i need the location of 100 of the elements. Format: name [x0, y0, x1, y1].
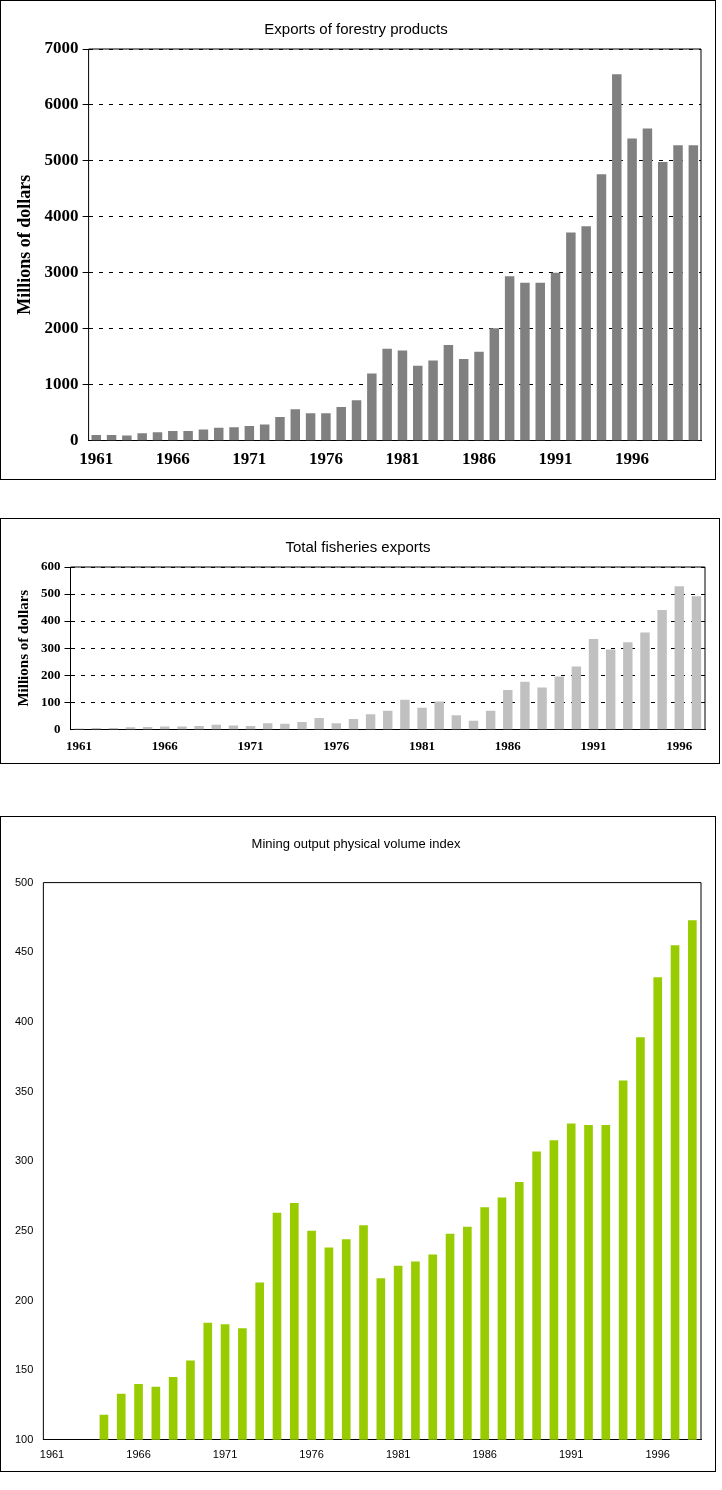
- bar: [627, 138, 637, 441]
- x-tick-label: 1961: [66, 737, 93, 753]
- x-tick-label: 1991: [538, 449, 573, 469]
- bar: [168, 431, 178, 441]
- bar: [520, 282, 530, 441]
- x-tick-label: 1991: [580, 737, 607, 753]
- bar: [554, 676, 564, 730]
- y-tick-label: 200: [41, 666, 61, 682]
- bar: [351, 400, 362, 441]
- bar: [367, 373, 377, 441]
- bar: [673, 145, 683, 441]
- bar: [348, 719, 359, 730]
- y-tick-label: 500: [14, 875, 34, 888]
- x-tick-label: 1976: [323, 737, 350, 753]
- x-tick-label: 1961: [39, 1448, 65, 1461]
- y-tick-label: 100: [41, 693, 61, 709]
- y-axis-title: Millions of dollars: [14, 174, 35, 315]
- bar: [305, 413, 316, 441]
- y-tick-label: 400: [14, 1014, 34, 1027]
- bar: [183, 431, 193, 441]
- bar: [137, 433, 147, 441]
- bar: [198, 429, 209, 441]
- bar: [443, 344, 454, 441]
- bar: [177, 726, 187, 730]
- bar: [674, 586, 684, 730]
- bar: [640, 632, 650, 730]
- x-tick-label: 1986: [472, 1448, 497, 1461]
- x-tick-label: 1986: [462, 449, 497, 469]
- bar: [520, 681, 530, 730]
- x-tick-label: 1971: [237, 737, 264, 753]
- bar: [413, 365, 423, 441]
- y-tick-label: 0: [70, 429, 79, 449]
- bar: [152, 432, 163, 441]
- bar: [397, 350, 408, 441]
- bar: [244, 426, 255, 441]
- x-tick-label: 1986: [494, 737, 522, 753]
- bar: [314, 718, 324, 730]
- x-tick-label: 1961: [79, 449, 114, 469]
- y-tick-label: 6000: [44, 94, 79, 114]
- bar: [550, 272, 561, 441]
- y-tick-label: 450: [14, 945, 34, 958]
- y-tick-label: 600: [41, 558, 61, 574]
- bar: [596, 174, 607, 441]
- x-tick-label: 1996: [666, 737, 693, 753]
- chart-title: Mining output physical volume index: [251, 836, 461, 852]
- bar: [688, 145, 699, 441]
- bar: [503, 689, 513, 730]
- bar: [657, 162, 668, 441]
- bar: [571, 666, 582, 730]
- bar: [504, 276, 515, 441]
- y-tick-label: 4000: [44, 206, 79, 226]
- x-tick-label: 1981: [385, 1448, 411, 1461]
- bar: [612, 74, 622, 441]
- x-tick-label: 1971: [212, 1448, 238, 1461]
- chart-title: Exports of forestry products: [264, 20, 448, 38]
- y-tick-label: 250: [14, 1223, 34, 1236]
- x-tick-label: 1991: [558, 1448, 584, 1461]
- bar: [259, 424, 270, 441]
- bar: [623, 642, 633, 730]
- x-tick-label: 1976: [299, 1448, 324, 1461]
- x-tick-label: 1976: [308, 449, 343, 469]
- bar: [194, 725, 204, 730]
- x-tick-label: 1971: [232, 449, 267, 469]
- bar: [262, 723, 273, 730]
- y-tick-label: 100: [14, 1432, 34, 1445]
- y-tick-label: 7000: [44, 38, 79, 58]
- y-tick-label: 0: [54, 720, 61, 736]
- bar: [458, 358, 469, 441]
- bar: [125, 727, 136, 730]
- bar: [605, 649, 616, 730]
- bar: [160, 726, 170, 730]
- bar: [336, 407, 346, 441]
- bar: [290, 409, 301, 441]
- y-tick-label: 300: [41, 639, 61, 655]
- bar: [383, 710, 393, 730]
- y-tick-label: 300: [14, 1154, 34, 1167]
- bar: [642, 128, 653, 441]
- y-tick-label: 350: [14, 1084, 34, 1097]
- y-tick-label: 3000: [44, 262, 79, 282]
- bar: [229, 427, 239, 441]
- y-tick-label: 150: [14, 1363, 34, 1376]
- x-tick-label: 1996: [645, 1448, 670, 1461]
- x-tick-label: 1996: [615, 449, 650, 469]
- bar: [485, 710, 496, 730]
- x-tick-label: 1981: [385, 449, 420, 469]
- bar: [691, 596, 702, 730]
- bar: [588, 639, 599, 730]
- bar: [365, 714, 376, 730]
- bar: [535, 282, 545, 441]
- bar: [280, 723, 290, 730]
- bar: [382, 348, 392, 441]
- bar: [451, 715, 462, 730]
- bar: [434, 701, 444, 730]
- x-tick-label: 1966: [155, 449, 190, 469]
- bar: [400, 699, 410, 730]
- bar: [275, 417, 285, 441]
- bar: [428, 360, 438, 441]
- bar: [489, 328, 500, 441]
- x-tick-label: 1966: [151, 737, 179, 753]
- bar: [297, 722, 307, 730]
